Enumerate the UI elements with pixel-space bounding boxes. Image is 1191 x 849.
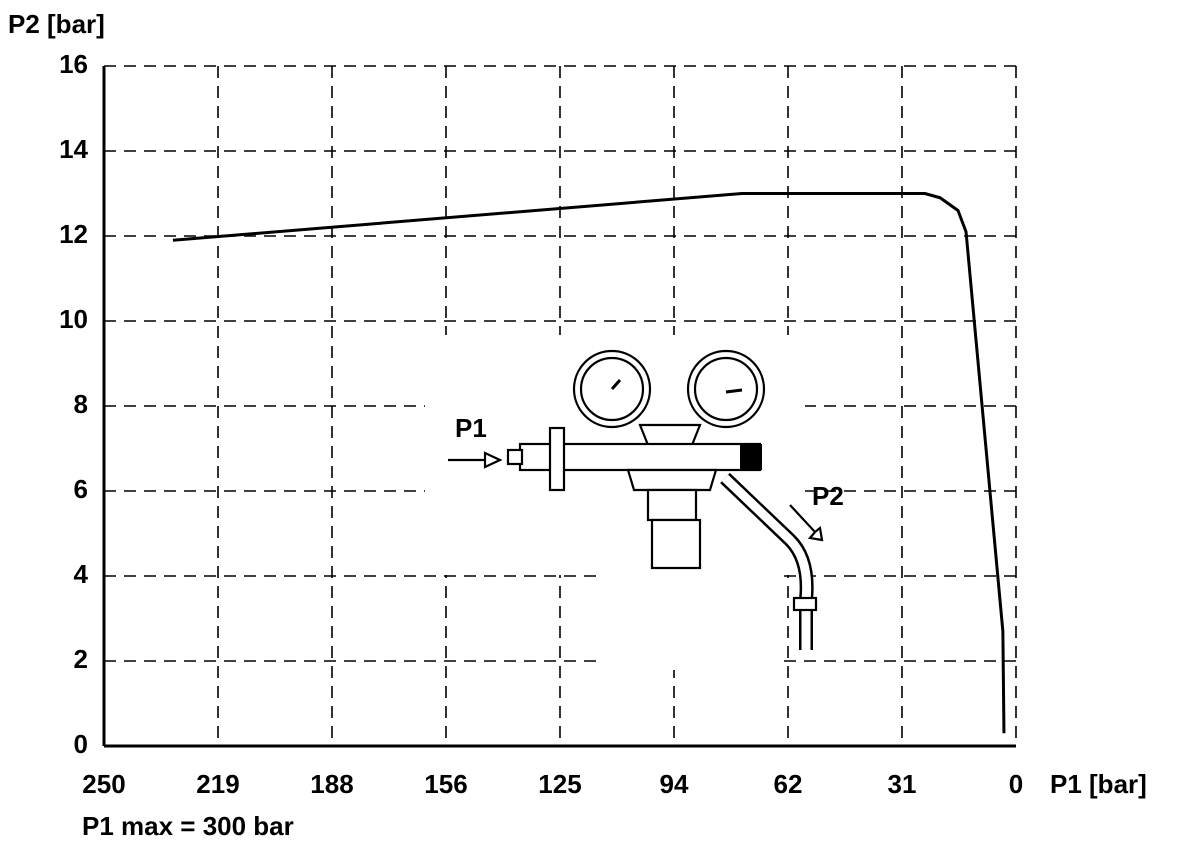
y-tick-label: 8	[74, 389, 88, 419]
x-tick-label: 125	[538, 769, 581, 799]
note: P1 max = 300 bar	[82, 811, 294, 841]
regulator-illustration: P1 P2	[425, 335, 844, 670]
x-axis-label: P1 [bar]	[1050, 769, 1147, 799]
x-tick-label: 94	[660, 769, 689, 799]
y-tick-label: 16	[59, 49, 88, 79]
chart: P2 [bar] P1 [bar] P1 max = 300 bar P1 P2…	[0, 0, 1191, 849]
annotation: P1	[455, 413, 487, 443]
y-tick-label: 10	[59, 304, 88, 334]
annotation: P2	[812, 481, 844, 511]
y-tick-label: 0	[74, 729, 88, 759]
x-tick-label: 156	[424, 769, 467, 799]
x-tick-label: 31	[888, 769, 917, 799]
y-tick-label: 4	[74, 559, 89, 589]
y-tick-label: 12	[59, 219, 88, 249]
y-tick-label: 6	[74, 474, 88, 504]
y-tick-label: 14	[59, 134, 88, 164]
x-tick-label: 188	[310, 769, 353, 799]
x-tick-label: 219	[196, 769, 239, 799]
y-axis-label: P2 [bar]	[8, 9, 105, 39]
x-tick-label: 0	[1009, 769, 1023, 799]
x-tick-label: 250	[82, 769, 125, 799]
x-tick-label: 62	[774, 769, 803, 799]
y-tick-label: 2	[74, 644, 88, 674]
